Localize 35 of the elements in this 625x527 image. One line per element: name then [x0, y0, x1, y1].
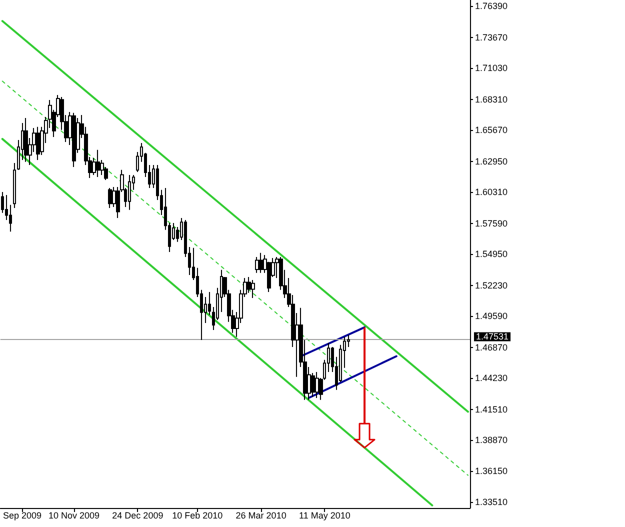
candlestick	[255, 256, 259, 274]
y-tick-label: 1.76390	[475, 1, 508, 12]
candlestick	[259, 252, 263, 274]
y-tick-label: 1.60310	[475, 186, 508, 197]
candlestick	[315, 371, 319, 398]
y-tick-label: 1.71030	[475, 63, 508, 74]
y-tick-label: 1.62950	[475, 156, 508, 166]
candlestick	[36, 126, 40, 160]
candlestick	[24, 118, 28, 162]
y-tick-label: 1.36150	[475, 466, 508, 476]
y-tick-label: 1.41510	[475, 404, 508, 414]
y-tick-label: 1.68310	[475, 94, 508, 105]
candlestick	[108, 187, 112, 208]
candlestick	[96, 149, 100, 178]
x-tick-label: 10 Feb 2010	[172, 510, 223, 520]
y-tick-label: 1.46870	[475, 342, 508, 352]
candlestick	[128, 174, 131, 210]
y-tick-label: 1.65670	[475, 125, 508, 136]
x-tick-label: 24 Dec 2009	[112, 510, 164, 520]
candlestick	[13, 162, 16, 208]
y-tick-label: 1.38870	[475, 434, 508, 445]
x-tick-label: 26 Mar 2010	[236, 510, 286, 520]
x-tick-label: 10 Nov 2009	[48, 510, 100, 520]
candlestick	[251, 279, 255, 298]
x-tick-label: Sep 2009	[2, 510, 42, 520]
ref-line-label: 1.47531	[476, 332, 509, 342]
y-tick-label: 1.57590	[475, 218, 508, 228]
y-tick-label: 1.73670	[475, 32, 508, 43]
candlestick	[72, 112, 76, 168]
y-tick-label: 1.33510	[475, 496, 508, 507]
y-tick-label: 1.54950	[475, 248, 508, 259]
x-tick-label: 11 May 2010	[299, 510, 350, 520]
y-tick-label: 1.52230	[475, 280, 508, 290]
y-tick-label: 1.49590	[475, 310, 508, 321]
y-tick-label: 1.44230	[475, 372, 508, 383]
